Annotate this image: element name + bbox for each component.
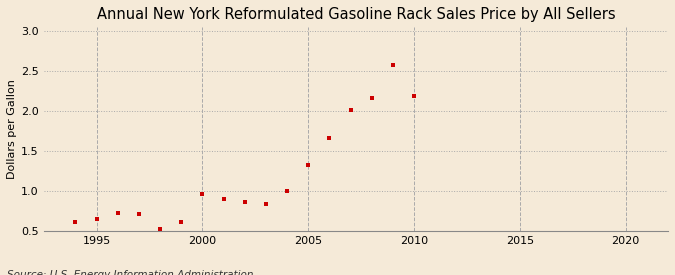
Point: [303, 163, 314, 167]
Point: [324, 135, 335, 140]
Point: [367, 95, 377, 100]
Point: [387, 63, 398, 67]
Point: [113, 211, 124, 215]
Point: [345, 108, 356, 113]
Point: [218, 197, 229, 201]
Point: [197, 191, 208, 196]
Point: [408, 94, 419, 98]
Text: Source: U.S. Energy Information Administration: Source: U.S. Energy Information Administ…: [7, 271, 253, 275]
Point: [155, 227, 165, 231]
Title: Annual New York Reformulated Gasoline Rack Sales Price by All Sellers: Annual New York Reformulated Gasoline Ra…: [97, 7, 615, 22]
Point: [134, 212, 144, 217]
Point: [261, 202, 271, 206]
Point: [281, 189, 292, 193]
Point: [240, 200, 250, 205]
Point: [176, 219, 187, 224]
Y-axis label: Dollars per Gallon: Dollars per Gallon: [7, 79, 17, 179]
Point: [70, 220, 81, 225]
Point: [91, 217, 102, 221]
